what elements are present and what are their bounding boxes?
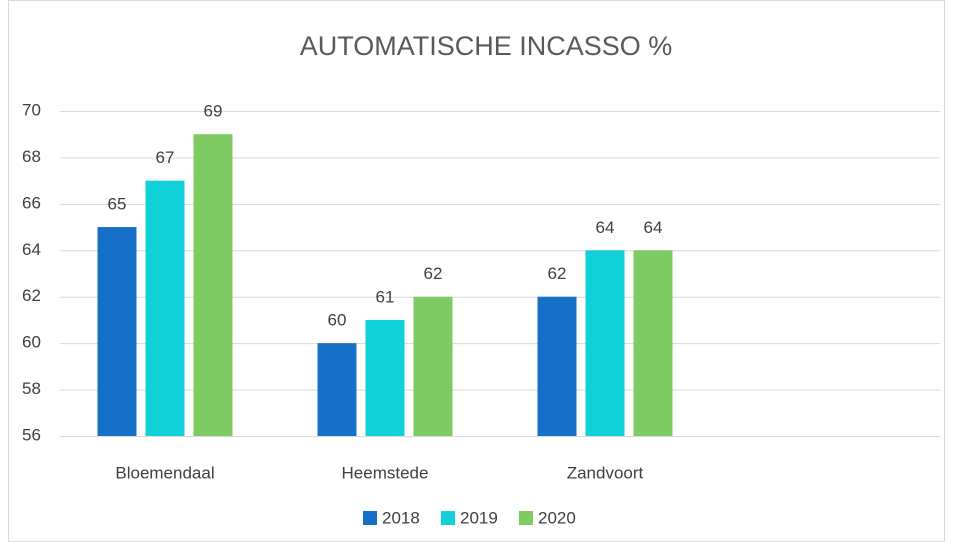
data-label: 65 [108,195,127,214]
x-tick-label: Bloemendaal [115,463,214,482]
legend-swatch [519,511,533,525]
bar [413,296,453,436]
bar [537,296,577,436]
bar [97,227,137,436]
data-label: 61 [376,287,395,306]
y-tick-label: 70 [22,100,41,119]
legend-label: 2019 [460,508,498,527]
data-label: 62 [424,264,443,283]
y-tick-label: 60 [22,333,41,352]
bar [585,250,625,436]
data-label: 67 [156,148,175,167]
y-tick-label: 66 [22,193,41,212]
bar [365,319,405,436]
data-label: 69 [204,102,223,121]
data-label: 62 [548,264,567,283]
y-tick-label: 64 [22,240,41,259]
y-tick-label: 58 [22,379,41,398]
y-tick-label: 62 [22,286,41,305]
legend-label: 2020 [538,508,576,527]
legend-swatch [363,511,377,525]
bar [145,180,185,436]
y-tick-label: 56 [22,425,41,444]
y-tick-label: 68 [22,147,41,166]
x-tick-label: Heemstede [342,463,429,482]
data-label: 64 [644,218,663,237]
x-tick-label: Zandvoort [567,463,644,482]
bar [193,134,233,436]
legend-swatch [441,511,455,525]
data-label: 60 [328,311,347,330]
bar [633,250,673,436]
data-label: 64 [596,218,615,237]
chart-title: AUTOMATISCHE INCASSO % [300,31,673,61]
legend-label: 2018 [382,508,420,527]
bar [317,343,357,436]
